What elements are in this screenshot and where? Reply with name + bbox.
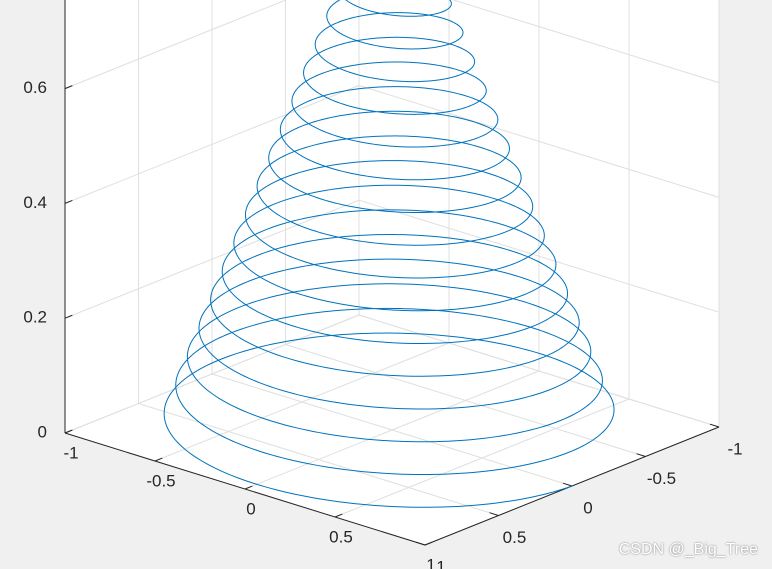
x-tick-label: 0.5 [329,527,353,546]
x-tick-label: -0.5 [146,471,175,490]
z-tick-label: 0.6 [23,78,47,97]
z-tick-label: 0.4 [23,193,47,212]
grid-line-z-right [451,0,720,84]
y-tick-label: 0.5 [503,528,527,547]
y-tick-mark [489,512,499,516]
x-tick-label: 0 [246,499,255,518]
z-tick-label: 0.2 [23,308,47,327]
helix-series [163,0,615,508]
z-tick-mark [64,85,73,90]
x-tick-mark [154,457,163,462]
y-tick-label: -1 [727,439,742,458]
y-tick-mark [562,482,573,487]
helix-line [163,0,615,508]
x-tick-mark [334,513,343,518]
grid-line-z-left [64,199,360,319]
grid-line-z-left [64,84,360,204]
x-tick-label: -1 [63,443,78,462]
x-tick-mark [424,541,433,546]
x-tick-mark [244,485,253,490]
grid-line-y-floor [285,344,646,457]
y-tick-mark [709,423,720,428]
y-tick-label: -0.5 [647,469,676,488]
grid-line-z-left [64,314,360,434]
z-tick-label: 0 [38,422,47,441]
grid-line-z-right [358,199,720,313]
z-tick-mark [64,314,73,319]
y-tick-mark [636,453,646,457]
y-tick-mark [415,541,426,546]
z-tick-mark [64,429,73,434]
tick-marks [64,85,720,546]
grid-line-z-right [358,84,720,198]
watermark-text: CSDN @_Big_Tree [618,541,758,558]
y-tick-label: 1 [436,557,445,569]
y-tick-label: 0 [583,498,592,517]
grid-line-z-left [64,0,288,90]
z-tick-mark [64,199,73,204]
x-tick-label: 1 [426,555,435,569]
